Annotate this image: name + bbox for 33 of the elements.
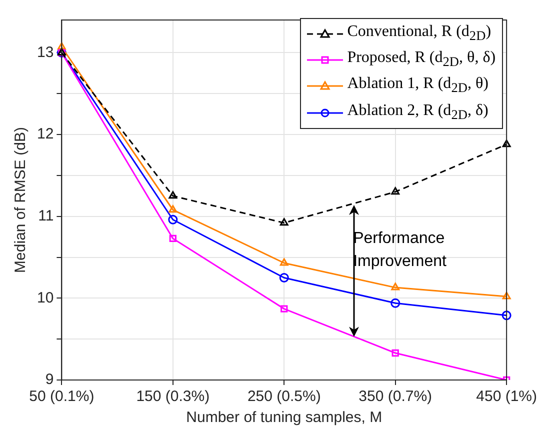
y-tick-label: 9 bbox=[45, 371, 54, 388]
legend-label: Proposed, R (d$_{2D}$, θ, δ) bbox=[347, 48, 496, 72]
point bbox=[390, 298, 400, 308]
point bbox=[280, 218, 288, 226]
y-tick-label: 12 bbox=[36, 126, 54, 143]
point bbox=[502, 140, 511, 148]
x-tick-label: 50 (0.1%) bbox=[29, 388, 94, 406]
x-axis-title: Number of tuning samples, M bbox=[186, 409, 382, 426]
point bbox=[168, 214, 178, 224]
point bbox=[168, 191, 178, 199]
point bbox=[280, 258, 288, 266]
y-tick-label: 11 bbox=[38, 208, 54, 225]
point bbox=[57, 42, 66, 50]
annotation: Performance Improvement bbox=[353, 229, 448, 272]
point bbox=[392, 349, 399, 357]
point bbox=[169, 234, 176, 242]
y-tick-label: 13 bbox=[36, 44, 54, 61]
legend-label: Ablation 2, R (d$_{2D}$, δ) bbox=[347, 100, 488, 124]
legend-label: Conventional, R (d$_{2D}$) bbox=[347, 22, 492, 46]
point bbox=[279, 272, 289, 282]
x-tick-label: 150 (0.3%) bbox=[136, 388, 210, 406]
point bbox=[391, 187, 400, 195]
legend-label: Ablation 1, R (d$_{2D}$, θ) bbox=[347, 74, 488, 98]
point bbox=[391, 282, 400, 290]
point bbox=[502, 292, 511, 300]
point bbox=[502, 310, 512, 320]
y-tick-label: 10 bbox=[36, 289, 54, 306]
x-tick-label: 450 (1%) bbox=[476, 388, 538, 406]
x-tick-label: 350 (0.7%) bbox=[358, 388, 432, 406]
x-tick-label: 250 (0.5%) bbox=[247, 388, 321, 406]
point bbox=[168, 205, 178, 213]
y-axis-title: Median of RMSE (dB) bbox=[12, 127, 30, 273]
point bbox=[280, 305, 288, 312]
